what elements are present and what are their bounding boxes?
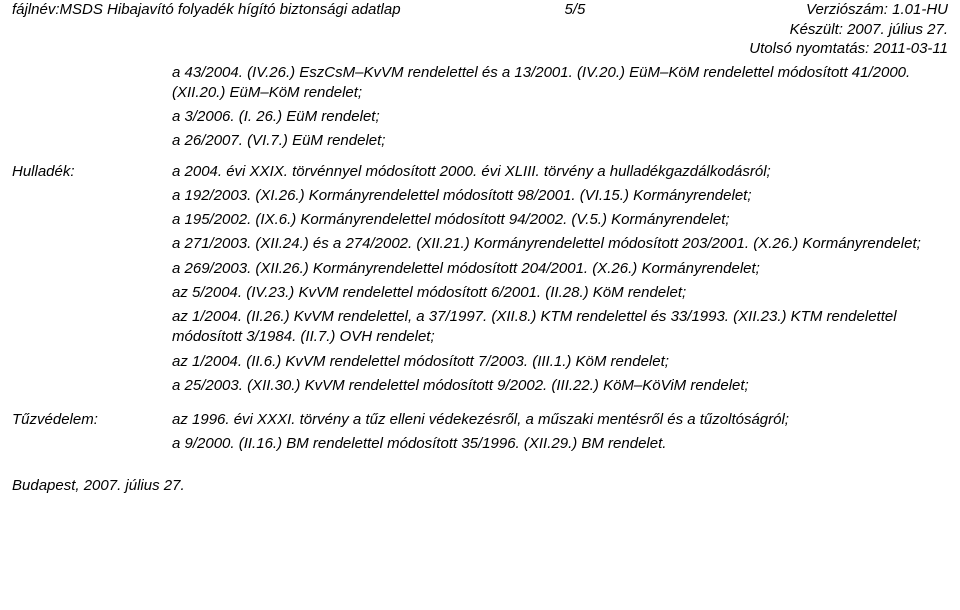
hulladek-p8: az 1/2004. (II.6.) KvVM rendelettel módo… [172, 352, 948, 372]
header-page-number: 5/5 [564, 0, 585, 59]
hulladek-label: Hulladék: [12, 162, 172, 401]
header-version: Verziószám: 1.01-HU [749, 0, 948, 20]
tuzvedelem-p1: az 1996. évi XXXI. törvény a tűz elleni … [172, 410, 948, 430]
intro-line-2: a 3/2006. (I. 26.) EüM rendelet; [172, 107, 948, 127]
tuzvedelem-p2: a 9/2000. (II.16.) BM rendelettel módosí… [172, 434, 948, 454]
header-printed: Utolsó nyomtatás: 2011-03-11 [749, 39, 948, 59]
hulladek-p3: a 195/2002. (IX.6.) Kormányrendelettel m… [172, 210, 948, 230]
footer-date: Budapest, 2007. július 27. [12, 477, 948, 494]
hulladek-p7: az 1/2004. (II.26.) KvVM rendelettel, a … [172, 307, 948, 348]
hulladek-p4: a 271/2003. (XII.24.) és a 274/2002. (XI… [172, 234, 948, 254]
hulladek-p6: az 5/2004. (IV.23.) KvVM rendelettel mód… [172, 283, 948, 303]
hulladek-p2: a 192/2003. (XI.26.) Kormányrendelettel … [172, 186, 948, 206]
tuzvedelem-label: Tűzvédelem: [12, 410, 172, 459]
intro-line-3: a 26/2007. (VI.7.) EüM rendelet; [172, 131, 948, 151]
intro-line-1: a 43/2004. (IV.26.) EszCsM–KvVM rendelet… [172, 63, 948, 104]
header-created: Készült: 2007. július 27. [749, 20, 948, 40]
header-filename: fájlnév:MSDS Hibajavító folyadék hígító … [12, 0, 401, 59]
hulladek-p1: a 2004. évi XXIX. törvénnyel módosított … [172, 162, 948, 182]
hulladek-p5: a 269/2003. (XII.26.) Kormányrendelettel… [172, 259, 948, 279]
hulladek-p9: a 25/2003. (XII.30.) KvVM rendelettel mó… [172, 376, 948, 396]
